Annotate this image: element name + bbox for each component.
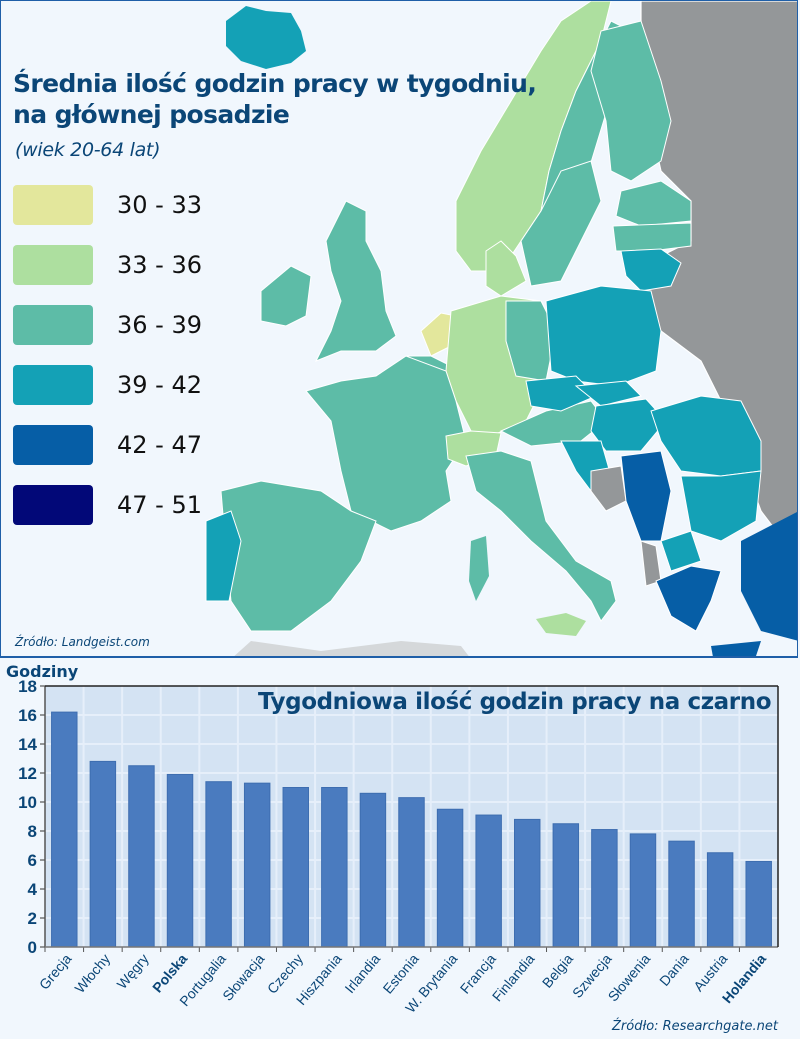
map-region-crete (711, 641, 761, 656)
map-region-hungary (590, 398, 667, 452)
legend-label: 30 - 33 (117, 191, 202, 219)
x-tick-label: Dania (656, 950, 692, 988)
y-tick-label: 2 (28, 909, 37, 928)
map-region-ireland (260, 265, 312, 327)
map-subtitle: (wiek 20-64 lat) (15, 139, 161, 161)
bar-finlandia (514, 818, 541, 948)
chart-title: Tygodniowa ilość godzin pracy na czarno (258, 689, 772, 715)
x-tick-label: Belgia (539, 950, 576, 990)
map-region-portugal (205, 510, 242, 602)
bar-hiszpania (321, 787, 348, 948)
map-region-france (305, 355, 467, 532)
bar-sowacja (243, 782, 271, 948)
map-region-finland (590, 20, 672, 182)
x-tick-label: Grecja (36, 950, 75, 992)
legend-swatch (13, 485, 93, 525)
bar-sowenia (629, 833, 657, 948)
legend-swatch (13, 305, 93, 345)
map-region-lithuania (620, 248, 682, 292)
map-source: Źródło: Landgeist.com (15, 635, 150, 649)
legend-swatch (13, 245, 93, 285)
map-region-iceland (226, 6, 306, 69)
map-region-serbia (620, 450, 672, 542)
y-tick-label: 10 (18, 793, 37, 812)
legend-item: 36 - 39 (13, 295, 202, 355)
legend-item: 33 - 36 (13, 235, 202, 295)
map-region-macedonia (660, 530, 702, 572)
y-tick-label: 16 (18, 706, 37, 725)
y-tick-label: 8 (28, 822, 37, 841)
legend-label: 42 - 47 (117, 431, 202, 459)
europe-choropleth-map (205, 1, 797, 656)
y-tick-label: 4 (28, 880, 38, 899)
map-region-poland (545, 285, 662, 387)
map-region-sweden-south (520, 160, 602, 287)
bar-francja (475, 814, 502, 948)
map-region-slovakia (574, 380, 642, 407)
y-tick-label: 14 (18, 735, 37, 754)
map-region-north-africa (234, 641, 469, 656)
y-tick-label: 12 (18, 764, 37, 783)
bar-irlandia (359, 792, 387, 948)
map-region-italy (465, 450, 617, 622)
bar-wochy (89, 760, 117, 948)
chart-y-axis-label: Godziny (6, 662, 79, 681)
legend-item: 42 - 47 (13, 415, 202, 475)
legend-label: 39 - 42 (117, 371, 202, 399)
map-region-bulgaria (680, 470, 762, 542)
legend-label: 33 - 36 (117, 251, 202, 279)
x-tick-label: Włochy (71, 951, 113, 996)
map-panel: Średnia ilość godzin pracy w tygodniu, n… (0, 0, 798, 658)
legend-swatch (13, 185, 93, 225)
map-region-greece (655, 565, 722, 632)
legend-swatch (13, 425, 93, 465)
map-region-czechia (525, 375, 597, 412)
map-region-turkey (741, 512, 797, 641)
map-region-sardinia (469, 536, 489, 601)
bar-belgia (552, 823, 580, 948)
bar-holandia (745, 860, 772, 948)
legend-label: 36 - 39 (117, 311, 202, 339)
map-region-albania (640, 540, 662, 587)
bar-portugalia (205, 781, 232, 948)
map-region-denmark (485, 240, 527, 297)
bar-szwecja (591, 829, 618, 948)
y-tick-label: 6 (28, 851, 37, 870)
y-tick-label: 18 (18, 677, 37, 696)
x-tick-label: Irlandia (341, 950, 383, 996)
y-tick-label: 0 (28, 938, 37, 957)
legend-item: 39 - 42 (13, 355, 202, 415)
bar-wbrytania (436, 808, 464, 948)
bar-austria (706, 852, 734, 948)
x-tick-label: Słowacja (219, 950, 267, 1003)
map-title: Średnia ilość godzin pracy w tygodniu, n… (13, 68, 537, 130)
map-title-line2: na głównej posadzie (13, 100, 290, 129)
legend-item: 30 - 33 (13, 175, 202, 235)
bar-polska (166, 773, 194, 948)
map-legend: 30 - 33 33 - 36 36 - 39 39 - 42 42 - 47 47 - … (13, 175, 202, 535)
bar-estonia (398, 797, 425, 948)
bar-wgry (128, 765, 155, 948)
x-tick-label: Węgry (113, 951, 151, 992)
map-region-sicily (536, 613, 586, 636)
legend-swatch (13, 365, 93, 405)
legend-item: 47 - 51 (13, 475, 202, 535)
bar-czechy (282, 787, 309, 948)
bar-dania (668, 840, 695, 948)
map-region-uk (314, 200, 397, 362)
map-region-latvia (612, 222, 692, 252)
map-region-romania (650, 395, 762, 477)
map-region-bosnia (590, 465, 627, 512)
map-title-line1: Średnia ilość godzin pracy w tygodniu, (13, 69, 537, 98)
legend-label: 47 - 51 (117, 491, 202, 519)
bar-grecja (51, 711, 78, 948)
map-region-estonia (615, 180, 692, 227)
chart-source: Źródło: Researchgate.net (612, 1019, 778, 1034)
